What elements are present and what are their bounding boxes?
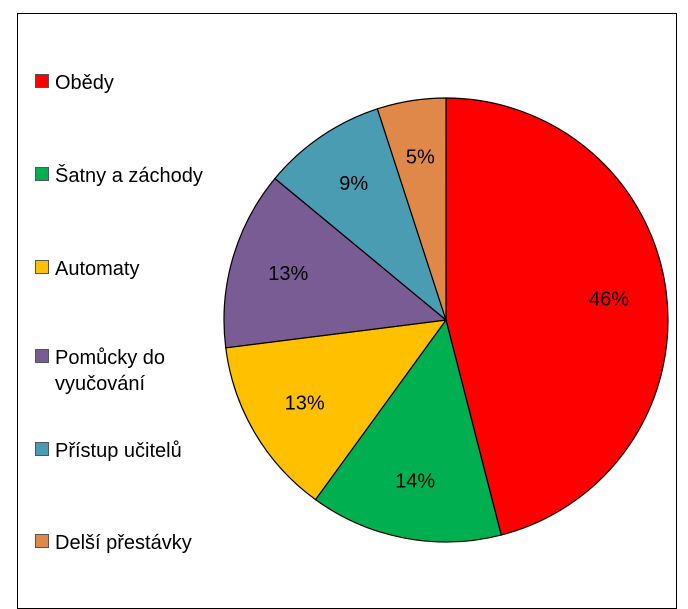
data-label-automaty: 13%	[285, 393, 325, 415]
legend: Obědy Šatny a záchody Automaty Pomůcky d…	[35, 0, 255, 600]
legend-item-pomucky: Pomůcky do vyučování	[35, 345, 230, 397]
pie-slice-pristup-ucitelu	[274, 108, 448, 322]
data-label-satny-a-zachody: 14%	[395, 470, 435, 492]
legend-label-prestavky: Delší přestávky	[55, 532, 192, 554]
legend-item-automaty: Automaty	[35, 256, 230, 282]
legend-label-pomucky: Pomůcky do vyučování	[55, 347, 166, 395]
data-label-pristup-ucitelu: 9%	[339, 173, 368, 195]
legend-swatch-satny	[35, 167, 49, 181]
legend-swatch-prestavky	[35, 534, 49, 548]
legend-item-obedy: Obědy	[35, 70, 230, 96]
legend-label-obedy: Obědy	[55, 72, 114, 94]
pie-slice-satny-a-zachody	[314, 318, 502, 543]
data-label-delsi-prestavky: 5%	[406, 147, 435, 169]
legend-swatch-automaty	[35, 260, 49, 274]
pie-slice-delsi-prestavky	[376, 97, 447, 321]
pie-slice-pomucky-do-vyucovani	[223, 177, 448, 349]
pie-slice-obedy	[445, 97, 669, 536]
legend-swatch-obedy	[35, 74, 49, 88]
data-label-pomucky-do-vyucovani: 13%	[268, 263, 308, 285]
legend-swatch-pomucky	[35, 349, 49, 363]
legend-label-pristup: Přístup učitelů	[55, 440, 182, 462]
legend-item-prestavky: Delší přestávky	[35, 530, 230, 556]
legend-label-automaty: Automaty	[55, 258, 140, 280]
data-label-obedy: 46%	[589, 288, 629, 310]
legend-item-pristup: Přístup učitelů	[35, 438, 230, 464]
pie-slice-automaty	[225, 319, 448, 501]
legend-swatch-pristup	[35, 442, 49, 456]
legend-label-satny: Šatny a záchody	[55, 165, 203, 187]
legend-item-satny: Šatny a záchody	[35, 163, 230, 189]
